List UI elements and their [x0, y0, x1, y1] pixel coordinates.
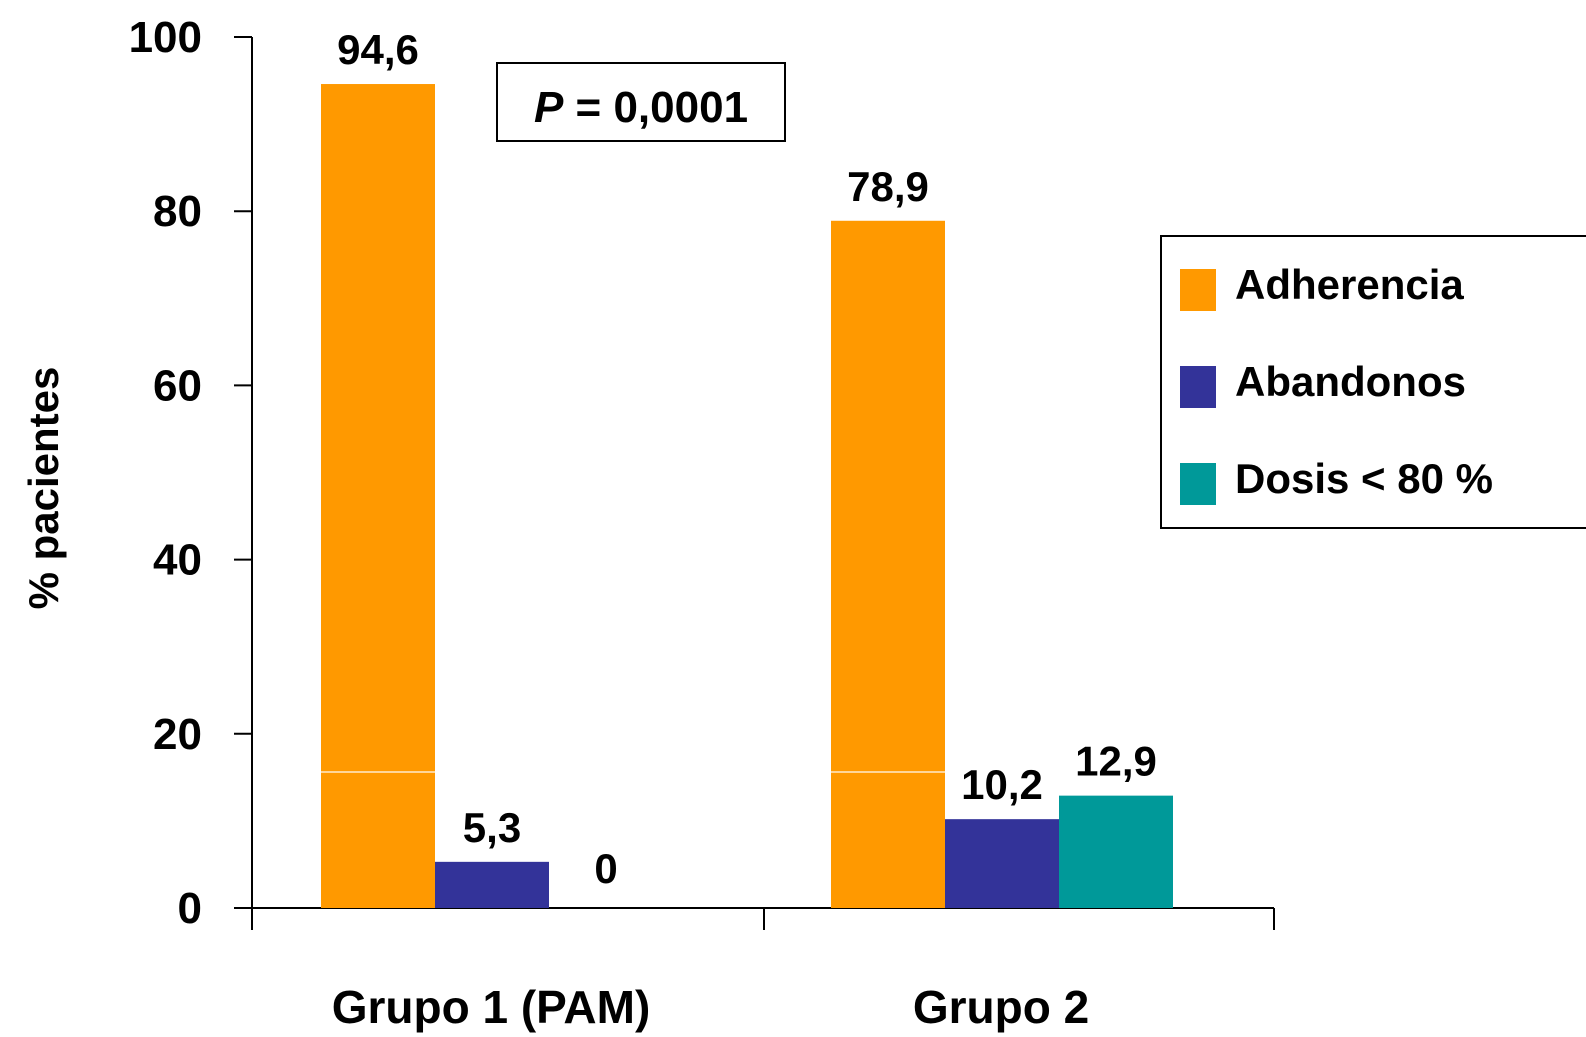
x-tick-label: Grupo 1 (PAM) — [332, 981, 651, 1033]
p-value: = 0,0001 — [563, 83, 748, 132]
y-tick-label: 0 — [178, 884, 202, 933]
bar-value-label: 0 — [594, 845, 617, 892]
p-value-annotation: P = 0,0001 — [496, 62, 786, 142]
y-tick-label: 80 — [153, 187, 202, 236]
bars — [321, 84, 1173, 908]
bar — [831, 220, 945, 908]
bar-value-label: 78,9 — [847, 163, 929, 210]
p-value-text: P = 0,0001 — [534, 83, 748, 132]
p-symbol: P — [534, 83, 564, 132]
bar — [1059, 795, 1173, 908]
axes: 0 20 40 60 80 100 Grupo 1 (PAM) Grupo 2 — [129, 13, 1275, 1033]
value-labels: 94,6 5,3 0 78,9 10,2 12,9 — [337, 26, 1157, 892]
y-axis-title: % pacientes — [20, 367, 67, 610]
y-tick-label: 20 — [153, 710, 202, 759]
x-tick-label: Grupo 2 — [913, 981, 1089, 1033]
legend-swatch — [1180, 366, 1216, 408]
legend-swatch — [1180, 269, 1216, 311]
bar — [945, 819, 1059, 908]
y-tick-label: 40 — [153, 536, 202, 585]
bar-value-label: 10,2 — [961, 761, 1043, 808]
legend: Adherencia Abandonos Dosis < 80 % — [1160, 235, 1586, 529]
y-tick-label: 100 — [129, 13, 202, 62]
legend-label: Abandonos — [1235, 358, 1466, 405]
legend-swatch — [1180, 463, 1216, 505]
bar-value-label: 94,6 — [337, 26, 419, 73]
bar — [321, 84, 435, 908]
y-tick-label: 60 — [153, 361, 202, 410]
p-value-box — [496, 62, 786, 142]
bar-value-label: 12,9 — [1075, 738, 1157, 785]
bar-value-label: 5,3 — [463, 804, 521, 851]
legend-box — [1160, 235, 1586, 529]
bar — [435, 861, 549, 908]
legend-label: Dosis < 80 % — [1235, 455, 1493, 502]
legend-label: Adherencia — [1235, 261, 1464, 308]
